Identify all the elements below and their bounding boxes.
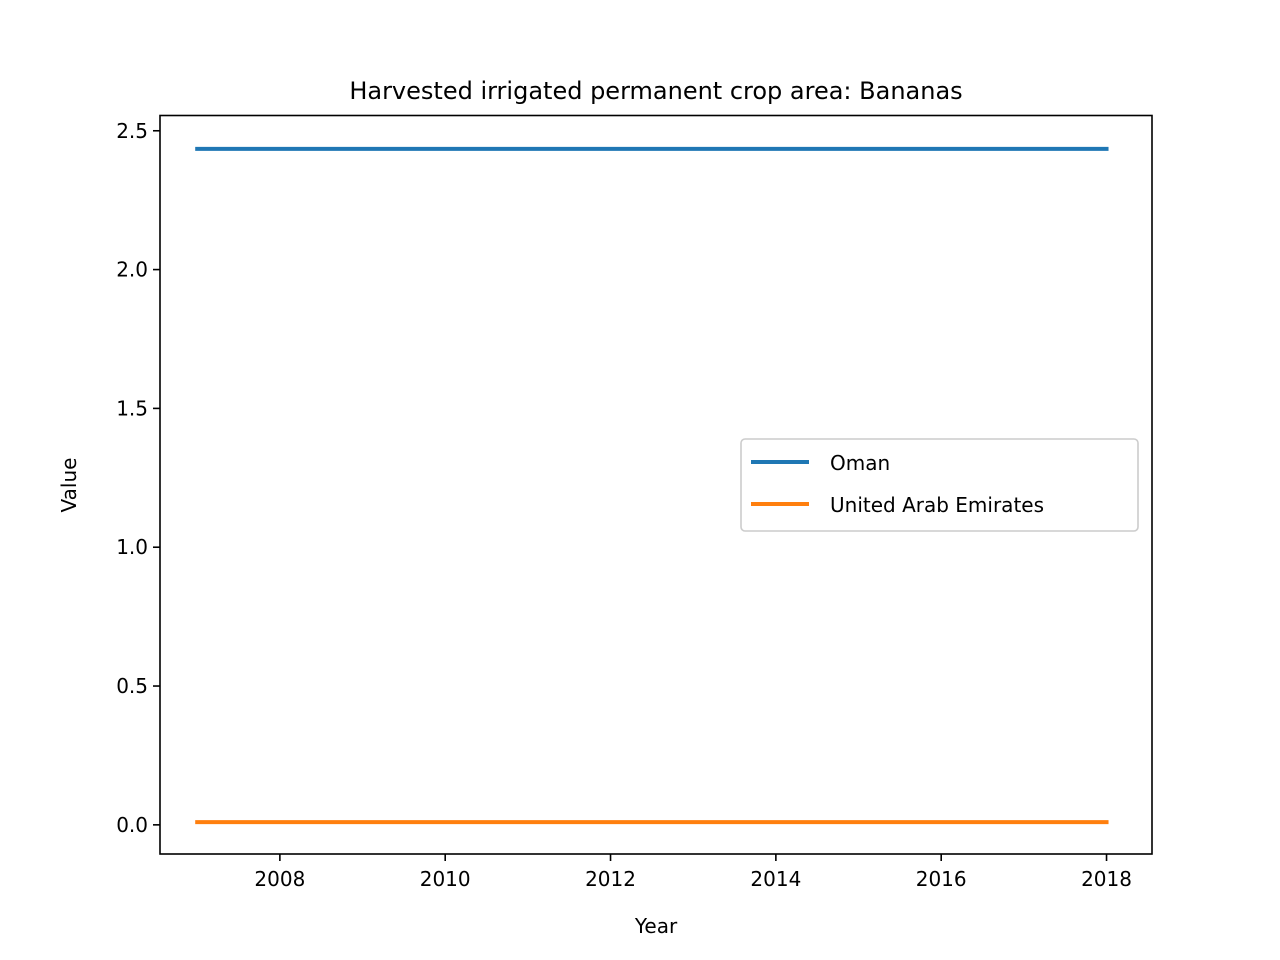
- x-axis: 2008 2010 2012 2014 2016 2018: [254, 854, 1132, 891]
- y-tick-label: 1.0: [116, 535, 148, 559]
- x-axis-label: Year: [634, 914, 678, 938]
- x-tick-label: 2012: [585, 867, 636, 891]
- y-tick-label: 1.5: [116, 396, 148, 420]
- plot-frame: [159, 114, 1153, 855]
- y-axis-label: Value: [57, 458, 81, 513]
- y-axis: 0.0 0.5 1.0 1.5 2.0 2.5: [116, 119, 160, 837]
- y-tick-label: 2.0: [116, 258, 148, 282]
- x-tick-label: 2014: [750, 867, 801, 891]
- y-tick-label: 0.0: [116, 813, 148, 837]
- chart-title: Harvested irrigated permanent crop area:…: [349, 77, 962, 105]
- legend-label-1: United Arab Emirates: [830, 493, 1044, 517]
- x-tick-label: 2018: [1081, 867, 1132, 891]
- x-tick-label: 2010: [420, 867, 471, 891]
- legend-frame: [740, 438, 1139, 532]
- y-tick-label: 0.5: [116, 674, 148, 698]
- legend-label-0: Oman: [830, 451, 890, 475]
- legend: Oman United Arab Emirates: [740, 438, 1139, 532]
- plot-area: [195, 146, 1109, 825]
- x-tick-label: 2016: [916, 867, 967, 891]
- y-tick-label: 2.5: [116, 119, 148, 143]
- x-tick-label: 2008: [254, 867, 305, 891]
